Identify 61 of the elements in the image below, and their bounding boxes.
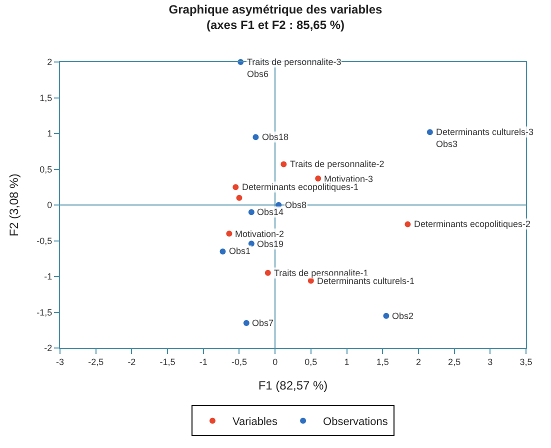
x-tick-label: 0,5	[304, 356, 318, 367]
y-tick-label: 1	[47, 128, 52, 139]
x-tick-label: 0	[272, 356, 278, 367]
y-tick-label: 0	[47, 200, 52, 210]
annotation: Determinants ecopolitiques-1	[242, 182, 359, 192]
x-tick-label: -0,5	[231, 356, 247, 367]
point	[404, 221, 411, 228]
point	[243, 320, 250, 326]
x-tick-label: -3	[56, 356, 64, 367]
point	[308, 278, 314, 284]
annotation: Determinants ecopolitiques-2	[414, 219, 531, 229]
y-tick-label: -1	[44, 272, 52, 282]
point	[248, 240, 254, 247]
annotation: Obs19	[257, 239, 284, 249]
y-axis-title: F2 (3,08 %)	[6, 174, 21, 236]
x-tick-label: 3,5	[520, 356, 532, 367]
y-tick-label: -1,5	[36, 307, 52, 318]
legend-label: Variables	[232, 416, 278, 428]
y-tick-label: 2	[47, 57, 52, 68]
point	[315, 176, 322, 182]
y-tick-label: 1,5	[40, 92, 52, 103]
x-tick-label: -1,5	[160, 356, 176, 367]
point	[248, 209, 254, 216]
annotation: Traits de personnalite-2	[290, 159, 384, 169]
annotation: Obs18	[262, 132, 289, 142]
x-tick-label: -1	[199, 356, 208, 367]
y-tick-label: -0,5	[36, 236, 52, 246]
x-axis-title: F1 (82,57 %)	[258, 378, 328, 393]
annotation: Traits de personnalite-1	[274, 268, 368, 278]
annotation: Obs8	[285, 200, 307, 210]
chart-title: Graphique asymétrique des variables (axes F1 et F2 : 85,65 %)	[168, 2, 383, 32]
x-tick-label: -2,5	[88, 356, 104, 367]
point	[220, 248, 226, 254]
x-tick-label: 3	[488, 356, 493, 367]
annotation: Obs6	[247, 69, 269, 79]
annotation: Obs7	[252, 318, 274, 328]
point	[236, 194, 242, 201]
x-tick-label: 1	[344, 356, 350, 367]
x-tick-label: 2,5	[448, 356, 461, 367]
point	[252, 134, 259, 140]
annotation: Determinants culturels-1	[317, 276, 415, 286]
legend-label: Observations	[323, 416, 388, 428]
annotation: Obs14	[257, 207, 284, 217]
x-tick-label: 2	[416, 356, 421, 367]
point	[264, 270, 271, 276]
x-tick-label: -2	[128, 356, 136, 367]
annotation: Traits de personnalite-3	[247, 57, 342, 67]
y-tick-label: 0,5	[40, 164, 52, 174]
point	[232, 184, 239, 190]
point	[383, 312, 390, 319]
annotation: Obs1	[229, 246, 251, 256]
point	[226, 230, 232, 237]
annotation: Motivation-2	[235, 229, 284, 239]
annotation: Obs2	[392, 311, 414, 321]
point	[426, 129, 433, 136]
annotation: Obs3	[436, 139, 458, 149]
x-tick-label: 1,5	[376, 356, 389, 367]
point	[280, 161, 287, 168]
y-tick-label: -2	[44, 343, 52, 354]
annotation: Determinants culturels-3	[436, 127, 534, 137]
annotation: Motivation-3	[324, 174, 374, 184]
